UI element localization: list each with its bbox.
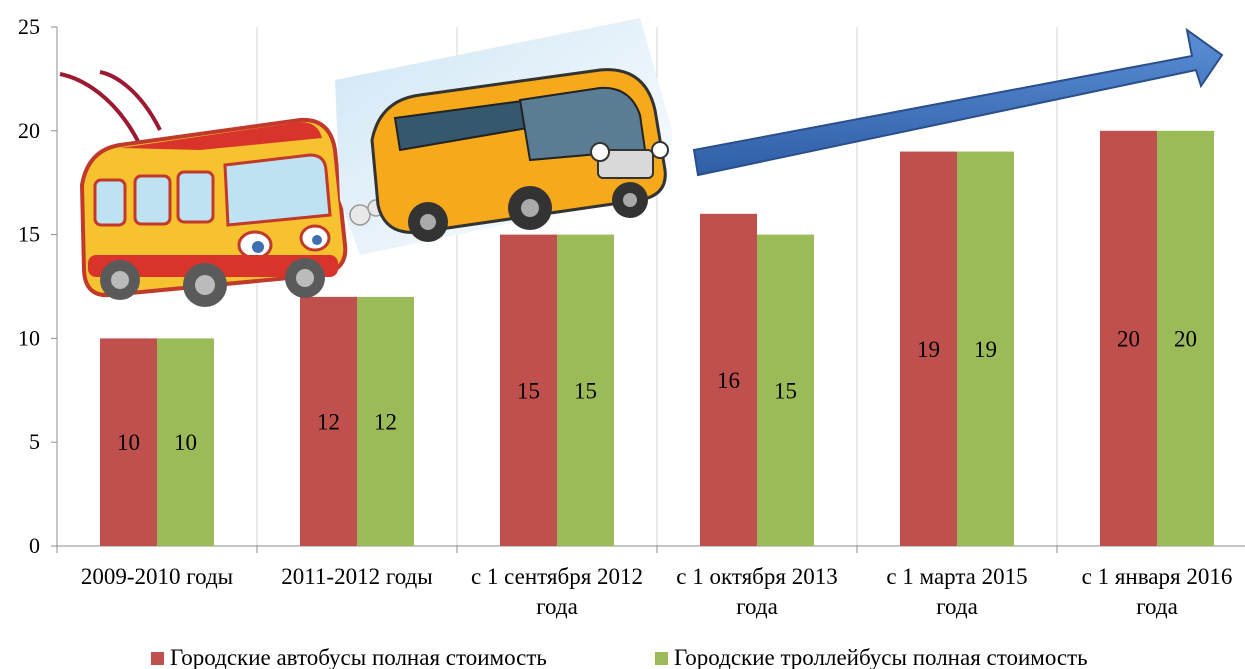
legend-swatch — [151, 652, 164, 665]
legend-swatch — [655, 652, 668, 665]
bar — [357, 296, 414, 546]
axes — [56, 27, 1245, 553]
y-tick-label: 10 — [18, 325, 40, 350]
bar — [100, 338, 157, 546]
trend-arrow — [692, 27, 1224, 177]
legend: Городские автобусы полная стоимость Город… — [151, 645, 1088, 669]
data-label: 15 — [774, 378, 797, 403]
bar — [757, 234, 814, 546]
data-label: 20 — [1117, 326, 1140, 351]
legend-label: Городские троллейбусы полная стоимость — [674, 645, 1088, 669]
x-category-label: года — [936, 594, 978, 619]
x-category-label: года — [736, 594, 778, 619]
y-tick-label: 20 — [18, 118, 40, 143]
y-tick-label: 0 — [29, 533, 40, 558]
trolleybus-illustration — [59, 70, 348, 307]
data-label: 10 — [174, 430, 197, 455]
data-label: 20 — [1174, 326, 1197, 351]
legend-label: Городские автобусы полная стоимость — [170, 645, 547, 669]
x-category-label: 2009-2010 годы — [81, 564, 233, 589]
bar — [700, 213, 757, 546]
bar — [1100, 130, 1157, 547]
bar — [957, 151, 1014, 546]
x-category-label: года — [536, 594, 578, 619]
x-category-label: 2011-2012 годы — [281, 564, 432, 589]
y-tick-label: 5 — [29, 429, 40, 454]
legend-entry: Городские троллейбусы полная стоимость — [655, 645, 1088, 669]
x-axis-categories: 2009-2010 годы 2011-2012 годы с 1 сентября… — [81, 564, 1232, 619]
legend-entry: Городские автобусы полная стоимость — [151, 645, 547, 669]
x-category-label: года — [1136, 594, 1178, 619]
y-tick-label: 15 — [18, 222, 40, 247]
data-label: 16 — [717, 368, 740, 393]
data-label: 15 — [574, 378, 597, 403]
x-category-label: с 1 сентября 2012 — [471, 564, 643, 589]
bar — [300, 296, 357, 546]
data-label: 19 — [974, 337, 997, 362]
data-labels: 10 12 15 16 19 20 10 12 15 15 19 20 — [117, 326, 1197, 455]
x-category-label: с 1 октября 2013 — [676, 564, 837, 589]
y-tick-label: 25 — [18, 14, 40, 39]
x-category-label: с 1 января 2016 — [1082, 564, 1233, 589]
bars — [100, 130, 1214, 547]
y-axis-ticks: 0 5 10 15 20 25 — [18, 14, 57, 558]
bar — [1157, 130, 1214, 547]
data-label: 12 — [374, 409, 397, 434]
data-label: 19 — [917, 337, 940, 362]
bar — [900, 151, 957, 546]
data-label: 10 — [117, 430, 140, 455]
bar — [557, 234, 614, 546]
data-label: 12 — [317, 409, 340, 434]
data-label: 15 — [517, 378, 540, 403]
x-category-label: с 1 марта 2015 — [886, 564, 1027, 589]
bar — [157, 338, 214, 546]
bar — [500, 234, 557, 546]
bus-illustration — [335, 18, 672, 255]
